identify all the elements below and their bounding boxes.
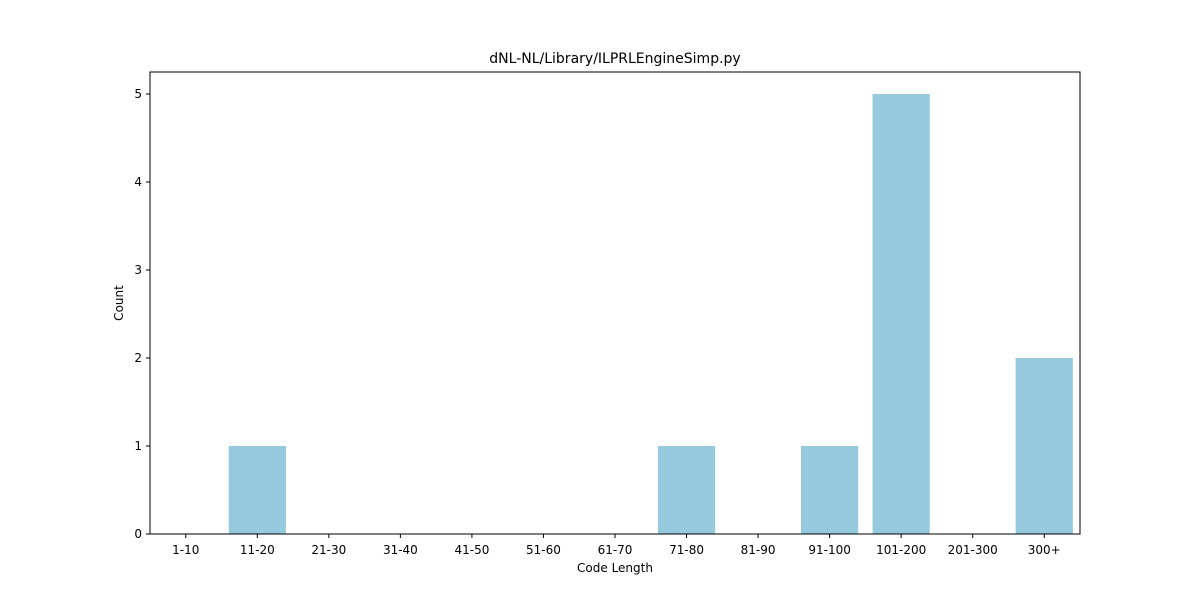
x-tick-label: 300+ — [1028, 543, 1061, 557]
x-tick-label: 81-90 — [741, 543, 776, 557]
x-axis-ticks: 1-10 11-20 21-30 31-40 41-50 51-60 61-70 71-80 8… — [172, 534, 1061, 557]
y-tick-label: 1 — [134, 439, 142, 453]
x-tick-label: 1-10 — [172, 543, 199, 557]
x-tick-label: 91-100 — [808, 543, 851, 557]
x-tick-label: 61-70 — [598, 543, 633, 557]
plot-area-frame — [149, 71, 1081, 535]
x-tick-label: 71-80 — [669, 543, 704, 557]
y-tick-label: 0 — [134, 527, 142, 541]
bar-71-80 — [657, 446, 716, 534]
x-tick-label: 21-30 — [311, 543, 346, 557]
bars-group — [228, 94, 1073, 534]
x-tick-label: 11-20 — [240, 543, 275, 557]
bar-91-100 — [801, 446, 859, 534]
y-tick-label: 3 — [134, 263, 142, 277]
bar-11-20 — [228, 446, 286, 534]
x-tick-label: 201-300 — [948, 543, 998, 557]
y-axis-label: Count — [112, 285, 126, 321]
y-axis-ticks: 0 1 2 3 4 5 — [134, 87, 150, 541]
x-tick-label: 51-60 — [526, 543, 561, 557]
x-axis-label: Code Length — [577, 561, 653, 575]
chart-title: dNL-NL/Library/ILPRLEngineSimp.py — [489, 51, 740, 67]
bar-101-200 — [872, 94, 930, 534]
y-tick-label: 4 — [134, 175, 142, 189]
y-tick-label: 2 — [134, 351, 142, 365]
x-tick-label: 101-200 — [876, 543, 926, 557]
x-tick-label: 31-40 — [383, 543, 418, 557]
x-tick-label: 41-50 — [454, 543, 489, 557]
bar-300+ — [1015, 358, 1073, 534]
y-tick-label: 5 — [134, 87, 142, 101]
